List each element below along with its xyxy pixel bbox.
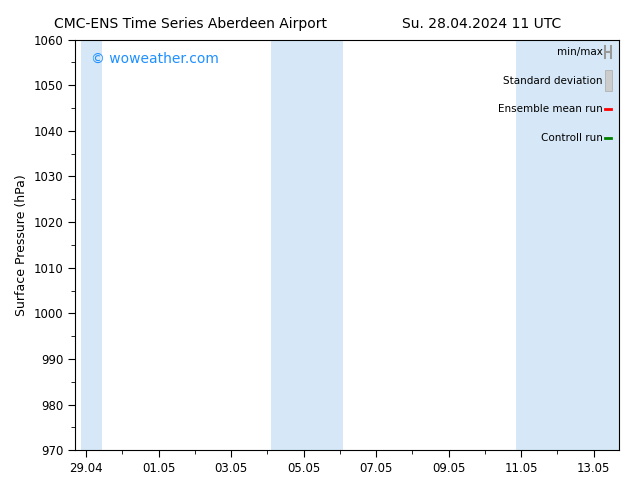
Text: Su. 28.04.2024 11 UTC: Su. 28.04.2024 11 UTC — [402, 17, 562, 31]
Bar — [515, 40, 619, 450]
Text: Controll run: Controll run — [541, 133, 603, 143]
Text: Standard deviation: Standard deviation — [503, 75, 603, 86]
Bar — [81, 40, 102, 450]
Y-axis label: Surface Pressure (hPa): Surface Pressure (hPa) — [15, 174, 28, 316]
Text: min/max: min/max — [557, 47, 603, 57]
Text: Ensemble mean run: Ensemble mean run — [498, 104, 603, 114]
FancyBboxPatch shape — [605, 71, 612, 91]
Bar — [271, 40, 344, 450]
Text: CMC-ENS Time Series Aberdeen Airport: CMC-ENS Time Series Aberdeen Airport — [54, 17, 327, 31]
Text: © woweather.com: © woweather.com — [91, 52, 219, 66]
